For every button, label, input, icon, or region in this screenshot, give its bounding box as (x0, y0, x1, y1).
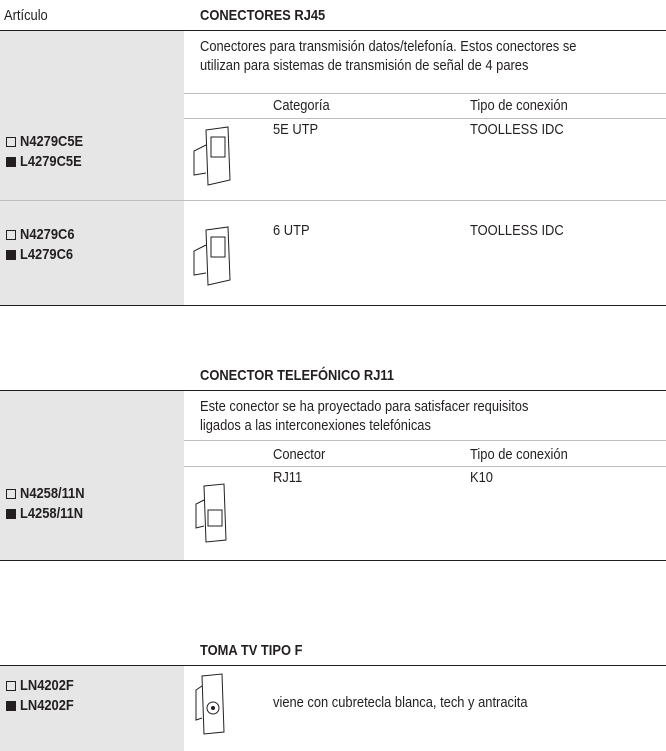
cell: 6 UTP (273, 222, 310, 239)
connector-icon (193, 226, 231, 286)
column-header: Tipo de conexión (470, 446, 568, 463)
white-square (6, 489, 16, 499)
rule (0, 390, 666, 391)
article-label: Artículo (4, 7, 48, 24)
rule (184, 466, 666, 467)
description: ligados a las interconexiones telefónica… (200, 417, 431, 434)
cell: TOOLLESS IDC (470, 222, 564, 239)
cell: K10 (470, 469, 493, 486)
description: utilizan para sistemas de transmisión de… (200, 57, 529, 74)
description: Conectores para transmisión datos/telefo… (200, 38, 577, 55)
product-code: L4279C6 (20, 246, 74, 263)
section-title: TOMA TV TIPO F (200, 642, 303, 659)
connector-icon (195, 483, 227, 543)
code-column (0, 391, 184, 560)
rule (0, 200, 666, 201)
black-square (6, 250, 16, 260)
product-code: N4279C6 (20, 226, 75, 243)
cell: TOOLLESS IDC (470, 121, 564, 138)
product-code: LN4202F (20, 677, 74, 694)
rule (0, 30, 666, 31)
column-header: Categoría (273, 97, 330, 114)
white-square (6, 681, 16, 691)
white-square (6, 230, 16, 240)
rule (0, 560, 666, 561)
product-code: L4279C5E (20, 153, 82, 170)
product-description: viene con cubretecla blanca, tech y antr… (273, 694, 528, 711)
rule (184, 93, 666, 94)
black-square (6, 701, 16, 711)
column-header: Tipo de conexión (470, 97, 568, 114)
product-code: L4258/11N (20, 505, 84, 522)
black-square (6, 157, 16, 167)
section-title: CONECTORES RJ45 (200, 7, 326, 24)
tv-socket-icon (195, 673, 225, 735)
cell: 5E UTP (273, 121, 319, 138)
black-square (6, 509, 16, 519)
white-square (6, 137, 16, 147)
rule (184, 440, 666, 441)
rule (0, 665, 666, 666)
product-code: N4279C5E (20, 133, 84, 150)
rule (184, 118, 666, 119)
code-column (0, 666, 184, 751)
section-title: CONECTOR TELEFÓNICO RJ11 (200, 367, 395, 384)
product-code: LN4202F (20, 697, 74, 714)
code-column (0, 31, 184, 305)
connector-icon (193, 126, 231, 186)
description: Este conector se ha proyectado para sati… (200, 398, 529, 415)
cell: RJ11 (273, 469, 303, 486)
column-header: Conector (273, 446, 326, 463)
product-code: N4258/11N (20, 485, 85, 502)
rule (0, 305, 666, 306)
